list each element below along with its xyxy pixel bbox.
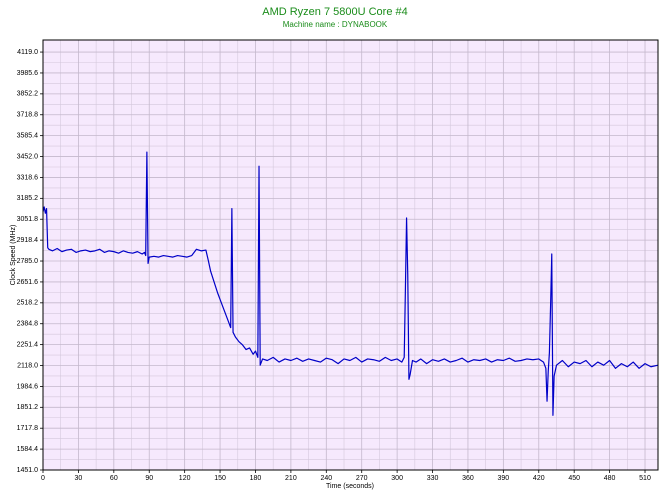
x-tick-label: 390	[498, 475, 510, 482]
x-tick-label: 450	[568, 475, 580, 482]
y-tick-label: 3185.2	[17, 195, 39, 202]
y-tick-label: 2251.4	[17, 341, 39, 348]
y-tick-label: 3852.2	[17, 91, 39, 98]
x-tick-label: 210	[285, 475, 297, 482]
x-tick-label: 360	[462, 475, 474, 482]
x-tick-label: 150	[214, 475, 226, 482]
chart-title: AMD Ryzen 7 5800U Core #4	[262, 6, 408, 18]
y-tick-label: 3985.6	[17, 70, 39, 77]
y-tick-label: 2785.0	[17, 258, 39, 265]
y-tick-label: 1717.8	[17, 425, 39, 432]
y-tick-label: 3718.8	[17, 112, 39, 119]
y-tick-label: 2651.6	[17, 279, 39, 286]
y-tick-label: 2384.8	[17, 321, 39, 328]
x-tick-label: 480	[604, 475, 616, 482]
x-tick-label: 270	[356, 475, 368, 482]
y-tick-label: 3452.0	[17, 153, 39, 160]
y-tick-label: 2118.0	[17, 362, 38, 369]
y-tick-label: 3318.6	[17, 174, 39, 181]
x-tick-label: 330	[427, 475, 439, 482]
x-tick-label: 30	[75, 475, 83, 482]
x-tick-label: 60	[110, 475, 118, 482]
data-line	[42, 151, 659, 416]
y-axis-label: Clock Speed (MHz)	[10, 225, 17, 286]
y-tick-label: 1851.2	[17, 404, 39, 411]
x-tick-label: 240	[320, 475, 332, 482]
plot-frame	[42, 39, 659, 471]
y-tick-label: 1984.6	[17, 383, 39, 390]
x-tick-label: 120	[179, 475, 191, 482]
y-tick-label: 1584.4	[17, 446, 39, 453]
x-tick-label: 90	[145, 475, 153, 482]
x-tick-label: 180	[250, 475, 262, 482]
x-tick-label: 510	[639, 475, 651, 482]
y-tick-label: 1451.0	[17, 467, 39, 474]
x-tick-label: 0	[41, 475, 45, 482]
y-tick-label: 2918.4	[17, 237, 39, 244]
y-tick-label: 4119.0	[17, 49, 38, 56]
x-axis-label: Time (seconds)	[326, 483, 374, 490]
x-tick-label: 300	[391, 475, 403, 482]
y-tick-label: 3051.8	[17, 216, 39, 223]
y-tick-label: 3585.4	[17, 132, 39, 139]
x-tick-label: 420	[533, 475, 545, 482]
y-tick-label: 2518.2	[17, 300, 39, 307]
chart-subtitle: Machine name : DYNABOOK	[283, 20, 388, 29]
